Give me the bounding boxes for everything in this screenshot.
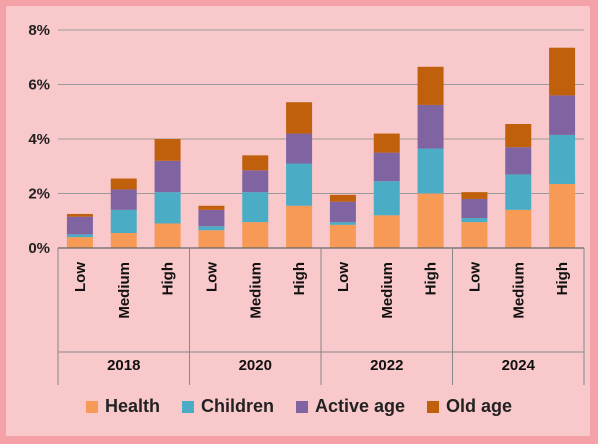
x-tick-label: Medium [510,262,527,319]
x-tick-label: Medium [379,262,396,319]
y-tick-label: 0% [28,240,50,257]
bar-segment-children [329,222,356,225]
bar-segment-health [461,222,488,248]
bar-segment-active-age [242,170,269,193]
legend-label: Children [200,396,274,416]
bar-segment-children [373,181,400,216]
bar-segment-health [110,233,137,248]
bar-segment-active-age [417,104,444,149]
bar-segment-old-age [417,66,444,105]
bar-segment-health [373,215,400,248]
bar-segment-health [329,224,356,248]
bar-segment-health [154,223,181,248]
y-tick-label: 4% [28,131,50,148]
bar-segment-old-age [329,194,356,202]
bar-segment-children [286,163,313,206]
group-label: 2020 [239,357,272,374]
bar-segment-children [110,209,137,234]
bar-segment-old-age [286,102,313,134]
legend-swatch [85,400,98,413]
bar-segment-old-age [242,155,269,171]
bar-segment-health [286,205,313,248]
bar-segment-health [549,183,576,248]
x-tick-label: High [291,262,308,295]
bar-segment-active-age [461,198,488,219]
bar-segment-health [198,230,225,248]
bar-segment-children [461,218,488,223]
bar-segment-active-age [198,209,225,227]
bar-segment-old-age [505,124,532,148]
bar-segment-active-age [373,152,400,182]
y-axis-ticks: 0% 2% 4% 6% 8% [28,22,50,257]
group-label: 2024 [502,357,536,374]
bar-segment-children [198,226,225,231]
x-axis: Low Medium High 2018 Low Medium High 2020 Low Med… [57,247,585,385]
bar-segment-children [242,192,269,223]
bar-segment-children [417,148,444,194]
bar-segment-active-age [505,147,532,175]
legend-label: Active age [314,396,406,416]
legend-label: Old age [446,396,513,416]
legend: Health Children Active age Old age [0,396,598,417]
x-tick-label: Low [335,262,352,292]
bar-segment-old-age [198,205,225,210]
y-tick-label: 2% [28,186,50,203]
legend-label: Health [104,396,160,416]
bar-segment-active-age [154,160,181,193]
bar-segment-health [505,209,532,248]
bar-segment-old-age [461,192,488,199]
bar-segment-health [417,193,444,248]
bar-segment-active-age [286,133,313,164]
legend-item: Health [85,396,160,417]
legend-item: Active age [295,396,406,417]
legend-swatch [427,400,440,413]
bar-segment-old-age [154,139,181,161]
bar-segment-children [66,234,93,238]
legend-swatch [181,400,194,413]
bars [66,47,576,248]
x-tick-label: Medium [247,262,264,319]
legend-swatch [295,400,308,413]
bar-segment-children [505,174,532,210]
x-tick-label: Low [466,262,483,292]
bar-segment-children [154,192,181,224]
x-tick-label: High [423,262,440,295]
group-label: 2022 [370,357,403,374]
bar-segment-children [549,134,576,184]
x-tick-label: Low [72,262,89,292]
x-tick-label: Medium [116,262,133,319]
x-tick-label: High [160,262,177,295]
bar-segment-old-age [549,47,576,96]
group-label: 2018 [107,357,140,374]
bar-segment-active-age [549,95,576,135]
y-tick-label: 6% [28,77,50,94]
y-tick-label: 8% [28,22,50,39]
legend-item: Children [181,396,274,417]
gridlines [58,29,584,194]
bar-segment-old-age [110,178,137,190]
x-tick-label: High [554,262,571,295]
legend-item: Old age [427,396,512,417]
bar-segment-active-age [329,201,356,223]
bar-segment-health [66,237,93,248]
bar-segment-health [242,222,269,248]
bar-segment-active-age [110,189,137,210]
bar-segment-old-age [66,213,93,217]
bar-segment-old-age [373,133,400,153]
bar-segment-active-age [66,216,93,235]
x-tick-label: Low [203,262,220,292]
